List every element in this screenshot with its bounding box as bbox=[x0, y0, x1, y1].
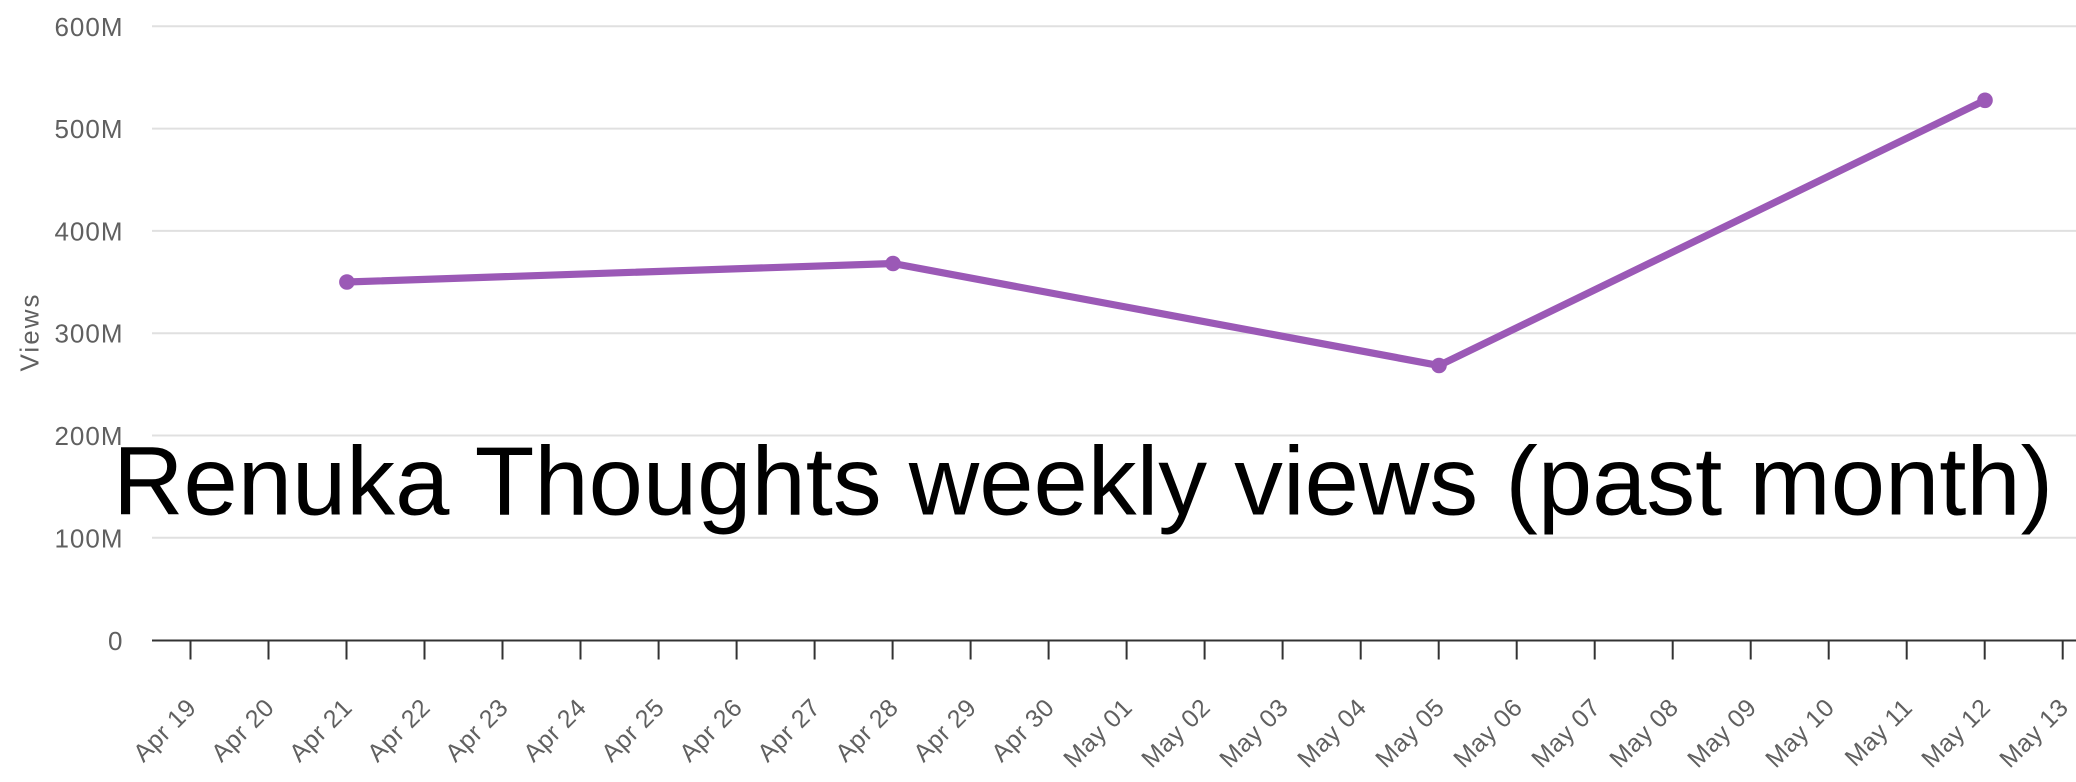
svg-text:100M: 100M bbox=[54, 523, 123, 553]
svg-text:300M: 300M bbox=[54, 319, 123, 349]
svg-text:Renuka Thoughts weekly views (: Renuka Thoughts weekly views (past month… bbox=[113, 426, 2053, 535]
svg-text:400M: 400M bbox=[54, 216, 123, 246]
svg-text:0: 0 bbox=[108, 626, 123, 656]
svg-text:600M: 600M bbox=[54, 12, 123, 42]
svg-text:200M: 200M bbox=[54, 421, 123, 451]
svg-text:Views: Views bbox=[15, 293, 45, 372]
svg-text:500M: 500M bbox=[54, 114, 123, 144]
